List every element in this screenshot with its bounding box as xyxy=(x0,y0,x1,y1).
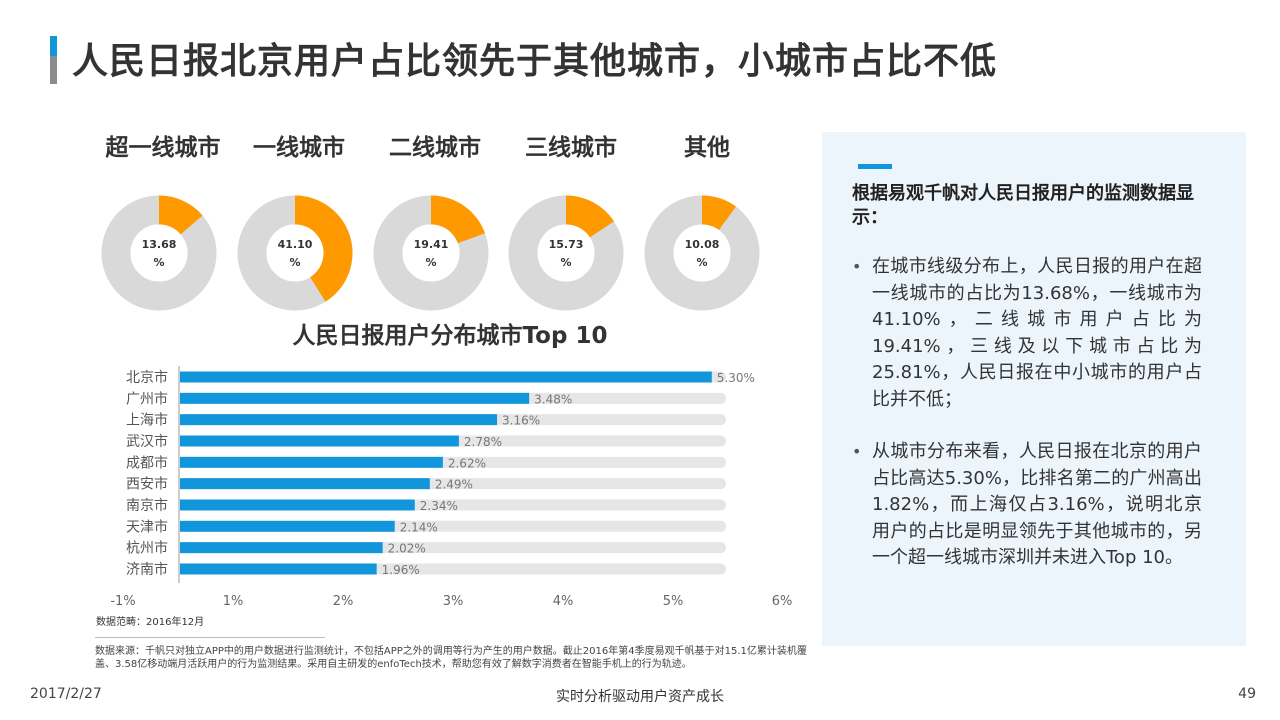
donut-other: 10.08% xyxy=(644,195,760,311)
bar-data-label: 2.62% xyxy=(448,456,486,470)
donut-unit-label: % xyxy=(696,256,707,269)
bar-9 xyxy=(180,542,383,554)
donut-unit-label: % xyxy=(153,256,164,269)
data-source-note: 数据来源：千帆只对独立APP中的用户数据进行监测统计，不包括APP之外的调用等行… xyxy=(95,646,807,670)
bar-4 xyxy=(180,435,459,447)
source-divider xyxy=(95,637,325,638)
bar-2 xyxy=(180,392,530,404)
data-scope-note: 数据范畴：2016年12月 xyxy=(96,617,205,628)
donut-hole xyxy=(402,224,460,282)
bar-data-label: 2.49% xyxy=(435,478,473,492)
donut-label-tier3: 三线城市 xyxy=(525,135,617,161)
bar-1 xyxy=(180,371,712,383)
x-tick-label: 3% xyxy=(443,594,464,609)
bar-category-label: 杭州市 xyxy=(126,540,168,557)
donut-slice-tier1 xyxy=(295,195,353,302)
footer-slogan: 实时分析驱动用户资产成长 xyxy=(556,689,724,705)
bar-8 xyxy=(180,520,395,532)
donut-hole xyxy=(673,224,731,282)
donut-label-super-tier1: 超一线城市 xyxy=(105,135,221,161)
donut-tier3: 15.73% xyxy=(508,195,624,311)
bar-category-label: 西安市 xyxy=(126,476,168,493)
bar-category-label: 武汉市 xyxy=(126,433,168,450)
donut-unit-label: % xyxy=(425,256,436,269)
insight-text-1: 在城市线级分布上，人民日报的用户在超一线城市的占比为13.68%，一线城市为41… xyxy=(872,256,1202,410)
bar-category-label: 北京市 xyxy=(126,369,168,386)
donut-hole xyxy=(130,224,188,282)
insight-panel: 根据易观千帆对人民日报用户的监测数据显示： • 在城市线级分布上，人民日报的用户… xyxy=(822,132,1246,646)
donut-slice-tier3 xyxy=(566,195,615,238)
donut-value-label: 41.10 xyxy=(278,238,313,251)
donut-unit-label: % xyxy=(289,256,300,269)
bar-data-label: 2.34% xyxy=(420,499,458,513)
title-accent-bar xyxy=(50,36,57,84)
x-tick-label: 2% xyxy=(333,594,354,609)
bar-chart: 北京市 5.30% 广州市 3.48% 上海市 3.16% 武汉市 2.78% 成都市 2.62%… xyxy=(110,366,793,609)
donut-value-label: 10.08 xyxy=(685,238,720,251)
x-tick-label: 6% xyxy=(772,594,793,609)
donut-value-label: 13.68 xyxy=(142,238,177,251)
bar-data-label: 2.14% xyxy=(400,520,438,534)
x-tick-label: -1% xyxy=(110,594,135,609)
donut-hole xyxy=(537,224,595,282)
bar-category-label: 南京市 xyxy=(126,497,168,514)
bar-category-label: 成都市 xyxy=(126,454,168,471)
x-tick-label: 1% xyxy=(223,594,244,609)
insight-text-2: 从城市分布来看，人民日报在北京的用户占比高达5.30%，比排名第二的广州高出1.… xyxy=(872,441,1202,568)
bullet-dot-icon: • xyxy=(852,442,862,461)
bar-data-label: 5.30% xyxy=(717,371,755,385)
bar-data-label: 3.16% xyxy=(502,414,540,428)
insight-bullet-2: • 从城市分布来看，人民日报在北京的用户占比高达5.30%，比排名第二的广州高出… xyxy=(852,439,1202,572)
panel-heading: 根据易观千帆对人民日报用户的监测数据显示： xyxy=(852,183,1194,228)
bullet-dot-icon: • xyxy=(852,257,862,276)
footer-date: 2017/2/27 xyxy=(30,686,102,702)
donut-label-tier2: 二线城市 xyxy=(389,135,481,161)
page-number: 49 xyxy=(1238,686,1256,702)
bar-data-label: 3.48% xyxy=(534,392,572,406)
x-tick-label: 5% xyxy=(663,594,684,609)
bar-chart-title: 人民日报用户分布城市Top 10 xyxy=(292,323,608,349)
insight-bullet-1: • 在城市线级分布上，人民日报的用户在超一线城市的占比为13.68%，一线城市为… xyxy=(852,254,1202,413)
donut-slice-tier2 xyxy=(431,195,485,244)
donut-label-other: 其他 xyxy=(684,135,730,161)
x-tick-label: 4% xyxy=(553,594,574,609)
bar-category-label: 上海市 xyxy=(126,412,168,429)
panel-accent-bar xyxy=(858,164,892,169)
donut-slice-other xyxy=(702,195,737,231)
bar-data-label: 1.96% xyxy=(382,563,420,577)
donut-label-tier1: 一线城市 xyxy=(253,135,345,161)
bar-10 xyxy=(180,563,377,575)
page-title: 人民日报北京用户占比领先于其他城市，小城市占比不低 xyxy=(72,41,998,82)
donut-slice-super-tier1 xyxy=(159,195,203,235)
bar-7 xyxy=(180,499,415,511)
bar-category-label: 广州市 xyxy=(126,390,168,407)
donut-unit-label: % xyxy=(560,256,571,269)
donut-tier1: 41.10% xyxy=(237,195,353,311)
donut-super-tier1: 13.68% xyxy=(101,195,217,311)
bar-6 xyxy=(180,478,430,490)
bar-data-label: 2.78% xyxy=(464,435,502,449)
bar-category-label: 济南市 xyxy=(126,561,168,578)
bar-5 xyxy=(180,456,443,468)
bar-3 xyxy=(180,414,498,426)
donut-value-label: 19.41 xyxy=(414,238,449,251)
donut-value-label: 15.73 xyxy=(549,238,584,251)
donut-tier2: 19.41% xyxy=(373,195,489,311)
bar-data-label: 2.02% xyxy=(388,542,426,556)
donut-hole xyxy=(266,224,324,282)
bar-category-label: 天津市 xyxy=(126,518,168,535)
